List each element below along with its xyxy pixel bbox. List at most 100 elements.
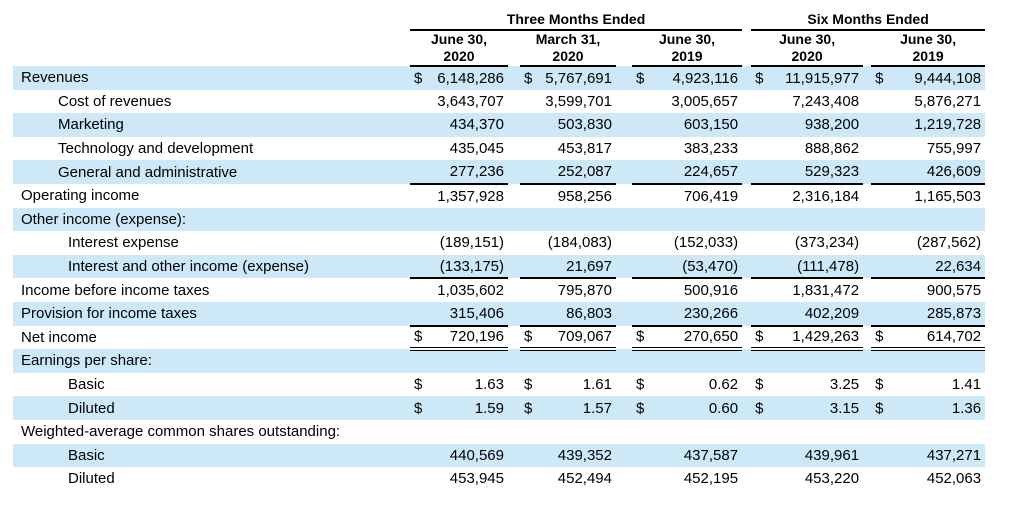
cell-value: 900,575 bbox=[926, 282, 982, 300]
cell-value: 603,150 bbox=[652, 113, 743, 137]
cell-value: 452,494 bbox=[557, 470, 612, 488]
currency-symbol bbox=[632, 349, 652, 373]
cell-value: 614,702 bbox=[891, 325, 986, 352]
column-gap bbox=[863, 137, 871, 161]
cell-value: 402,209 bbox=[771, 301, 864, 327]
cell-value: 1,035,602 bbox=[437, 282, 504, 300]
currency-symbol bbox=[871, 231, 891, 255]
row-label: Marketing bbox=[13, 113, 410, 137]
column-gap bbox=[508, 113, 520, 137]
cell-value bbox=[540, 207, 616, 232]
currency-symbol bbox=[632, 231, 652, 255]
table-row: Income before income taxes 1,035,602 795,8… bbox=[13, 278, 985, 302]
cell-value: 1.41 bbox=[951, 376, 982, 394]
column-gap bbox=[863, 66, 872, 90]
cell-value: 706,419 bbox=[683, 187, 739, 205]
cell-value bbox=[771, 207, 864, 232]
cell-value: 437,271 bbox=[891, 443, 986, 468]
cell-value: 277,236 bbox=[430, 160, 508, 185]
column-gap bbox=[742, 467, 751, 491]
column-gap bbox=[742, 443, 752, 468]
cell-value: 1,219,728 bbox=[891, 113, 986, 137]
cell-value: 439,352 bbox=[540, 443, 616, 468]
column-gap bbox=[616, 207, 632, 232]
currency-symbol bbox=[751, 137, 771, 161]
cell-value: 755,997 bbox=[926, 140, 982, 158]
column-gap bbox=[742, 326, 751, 350]
column-gap bbox=[616, 443, 632, 468]
cell-value: 252,087 bbox=[540, 160, 616, 185]
currency-symbol bbox=[520, 420, 540, 444]
currency-symbol: $ bbox=[636, 376, 645, 394]
currency-symbol bbox=[751, 443, 772, 468]
cell-value: 1.63 bbox=[474, 376, 504, 394]
group-header-six-months: Six Months Ended bbox=[751, 8, 986, 31]
column-gap bbox=[742, 137, 751, 161]
column-gap bbox=[508, 301, 520, 326]
table-row: Revenues $6,148,286 $5,767,691 $4,923,116 $1… bbox=[13, 66, 986, 90]
row-label: Net income bbox=[21, 328, 97, 346]
currency-symbol bbox=[751, 160, 772, 185]
cell-value: 453,945 bbox=[449, 470, 504, 488]
table-row: Diluted 453,945 452,494 452,195 453,220 452,0… bbox=[13, 467, 985, 491]
column-gap bbox=[616, 326, 632, 350]
date-line: June 30, bbox=[900, 31, 957, 48]
cell-value: (287,562) bbox=[916, 234, 982, 252]
row-label: Operating income bbox=[21, 187, 140, 205]
cell-value: 437,587 bbox=[652, 443, 743, 468]
column-gap bbox=[508, 278, 520, 302]
currency-symbol bbox=[520, 467, 540, 491]
currency-symbol bbox=[751, 90, 771, 114]
column-gap bbox=[616, 160, 632, 184]
column-gap bbox=[616, 420, 632, 444]
currency-symbol: $ bbox=[751, 396, 772, 420]
column-gap bbox=[508, 30, 520, 66]
currency-symbol bbox=[871, 254, 892, 280]
column-gap bbox=[863, 443, 872, 468]
column-gap bbox=[742, 420, 751, 444]
row-label: Other income (expense): bbox=[13, 207, 410, 232]
column-gap bbox=[508, 160, 520, 184]
cell-value: 958,256 bbox=[557, 187, 612, 205]
cell-value: 285,873 bbox=[891, 301, 986, 327]
currency-symbol bbox=[751, 467, 771, 491]
cell-value: 1,429,263 bbox=[771, 325, 864, 352]
currency-symbol bbox=[871, 278, 891, 302]
column-gap bbox=[742, 301, 752, 326]
cell-value bbox=[652, 349, 743, 373]
column-gap bbox=[863, 349, 872, 373]
currency-symbol: $ bbox=[632, 325, 652, 352]
currency-symbol bbox=[410, 301, 430, 327]
table-row: Weighted-average common shares outstandi… bbox=[13, 420, 985, 444]
table-row: Technology and development 435,045 453,817… bbox=[13, 137, 985, 161]
currency-symbol bbox=[632, 301, 652, 327]
column-gap bbox=[616, 254, 632, 279]
column-gap bbox=[742, 90, 751, 114]
cell-value: 888,862 bbox=[804, 140, 860, 158]
date-line: June 30, bbox=[430, 31, 488, 48]
column-gap bbox=[742, 113, 752, 137]
column-gap bbox=[508, 184, 520, 208]
currency-symbol: $ bbox=[871, 66, 892, 90]
column-gap bbox=[508, 396, 520, 420]
column-gap bbox=[863, 254, 872, 279]
currency-symbol: $ bbox=[632, 66, 652, 90]
currency-symbol: $ bbox=[751, 325, 772, 352]
currency-symbol bbox=[871, 113, 892, 137]
currency-symbol bbox=[751, 184, 771, 208]
table-row: Earnings per share: bbox=[13, 349, 986, 373]
cell-value bbox=[652, 207, 743, 232]
table-row: Cost of revenues 3,643,707 3,599,701 3,005,… bbox=[13, 90, 985, 114]
cell-value: 1,357,928 bbox=[437, 187, 504, 205]
row-label: Cost of revenues bbox=[58, 92, 172, 110]
cell-value: 709,067 bbox=[540, 325, 616, 352]
date-line: 2020 bbox=[552, 48, 584, 64]
cell-value bbox=[430, 420, 508, 444]
currency-symbol bbox=[871, 349, 892, 373]
currency-symbol bbox=[751, 231, 771, 255]
column-gap bbox=[863, 207, 872, 232]
column-gap bbox=[863, 90, 871, 114]
currency-symbol bbox=[410, 278, 430, 302]
column-gap bbox=[742, 254, 752, 279]
column-gap bbox=[616, 231, 632, 255]
